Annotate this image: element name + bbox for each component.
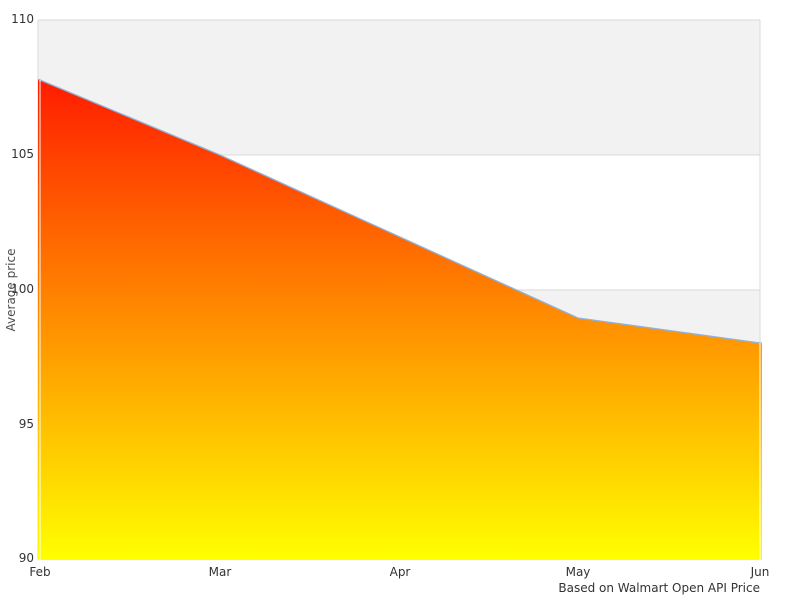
y-tick-105: 105 [11,147,34,161]
y-tick-90: 90 [18,551,34,565]
x-tick-feb: Feb [29,565,51,579]
x-tick-may: May [565,565,591,579]
x-tick-jun: Jun [750,565,770,579]
y-tick-100: 100 [11,282,34,296]
chart-source-caption: Based on Walmart Open API Price [558,581,760,595]
y-tick-110: 110 [11,12,34,26]
y-axis-label: Average price [4,248,18,332]
y-tick-95: 95 [18,417,34,431]
x-tick-mar: Mar [208,565,232,579]
x-tick-apr: Apr [389,565,411,579]
area-fill-average-price [38,79,762,560]
